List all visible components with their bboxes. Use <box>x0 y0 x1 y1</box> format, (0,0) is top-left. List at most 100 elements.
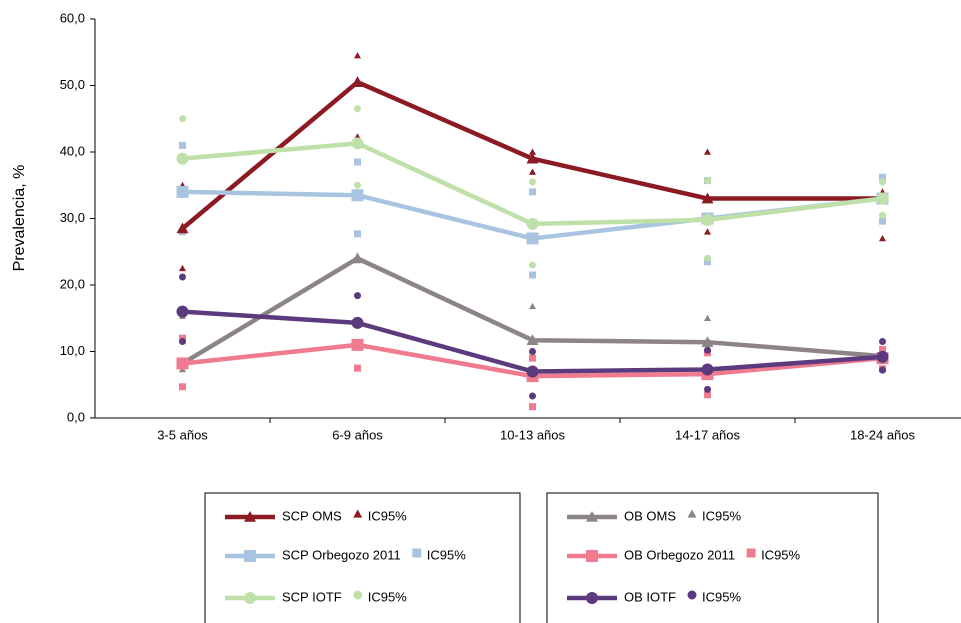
ci-point <box>529 188 536 196</box>
ci-point <box>179 115 186 123</box>
legend-ci-label: IC95% <box>427 547 466 562</box>
y-tick-label: 10,0 <box>60 343 85 358</box>
y-tick-label: 40,0 <box>60 143 85 158</box>
legend-box <box>204 492 521 623</box>
ci-point <box>529 271 536 279</box>
ci-point <box>879 338 886 346</box>
x-tick-label: 18-24 años <box>850 427 916 442</box>
ci-point <box>529 168 536 175</box>
y-tick-label: 60,0 <box>60 10 85 25</box>
ci-point <box>529 302 536 310</box>
point <box>176 185 189 198</box>
point <box>876 192 889 205</box>
point <box>351 76 364 87</box>
ci-point <box>354 52 361 59</box>
point <box>876 350 889 363</box>
legend-marker <box>244 592 256 604</box>
legend-label: SCP Orbegozo 2011 <box>282 547 401 562</box>
y-tick-label: 20,0 <box>60 276 85 291</box>
legend-box <box>546 492 879 623</box>
point <box>176 305 189 318</box>
point <box>526 232 539 245</box>
point <box>176 152 189 165</box>
y-tick-label: 0,0 <box>67 409 85 424</box>
ci-point <box>354 292 361 300</box>
ci-point <box>879 217 886 225</box>
ci-point <box>179 141 186 149</box>
legend-ci-label: IC95% <box>368 508 407 523</box>
legend-label: SCP OMS <box>282 508 342 523</box>
ci-point <box>879 178 886 186</box>
legend-label: OB Orbegozo 2011 <box>624 547 735 562</box>
legend-ci-marker <box>687 509 697 518</box>
point <box>526 217 539 230</box>
ci-point <box>704 148 711 155</box>
y-tick-label: 50,0 <box>60 77 85 92</box>
legend-marker <box>586 511 598 522</box>
ci-point <box>179 273 186 281</box>
ci-point <box>879 234 886 242</box>
ci-point <box>529 354 536 362</box>
y-tick-label: 30,0 <box>60 210 85 225</box>
legend-ci-marker <box>687 590 697 600</box>
point <box>701 192 714 204</box>
ci-point <box>529 178 536 186</box>
legend-marker <box>586 592 598 604</box>
legend-ci-label: IC95% <box>702 589 741 604</box>
x-tick-label: 6-9 años <box>332 427 383 442</box>
ci-point <box>529 261 536 269</box>
x-tick-label: 14-17 años <box>675 427 741 442</box>
ci-point <box>354 158 361 166</box>
legend-label: OB IOTF <box>624 589 676 604</box>
x-tick-label: 10-13 años <box>500 427 566 442</box>
point <box>526 152 539 164</box>
ci-point <box>704 346 711 354</box>
point <box>351 252 364 264</box>
point <box>351 137 364 150</box>
legend-ci-marker <box>353 590 363 600</box>
legend-ci-marker <box>746 548 756 558</box>
y-axis-label: Prevalencia, % <box>11 165 28 272</box>
ci-point <box>704 314 711 322</box>
legend-marker <box>244 511 256 522</box>
ci-point <box>879 346 886 354</box>
ci-point <box>529 392 536 400</box>
ci-point <box>529 403 536 411</box>
legend-ci-label: IC95% <box>368 589 407 604</box>
ci-point <box>179 264 186 272</box>
legend-label: SCP IOTF <box>282 589 342 604</box>
legend-ci-label: IC95% <box>702 508 741 523</box>
ci-point <box>704 254 711 262</box>
point <box>701 336 714 347</box>
ci-point <box>354 364 361 372</box>
ci-point <box>529 348 536 355</box>
ci-point <box>704 177 711 185</box>
ci-point <box>179 383 186 391</box>
point <box>351 316 364 329</box>
ci-point <box>704 391 711 399</box>
point <box>351 338 364 351</box>
x-tick-label: 3-5 años <box>157 427 208 442</box>
ci-point <box>879 211 886 219</box>
legend-marker <box>586 550 598 562</box>
ci-point <box>354 230 361 238</box>
point <box>701 213 714 226</box>
ci-point <box>879 366 886 374</box>
legend-ci-label: IC95% <box>761 547 800 562</box>
ci-point <box>354 105 361 113</box>
point <box>701 363 714 376</box>
ci-point <box>354 181 361 189</box>
legend-label: OB OMS <box>624 508 676 523</box>
legend-ci-marker <box>412 548 422 558</box>
legend-ci-marker <box>353 509 363 518</box>
ci-point <box>704 385 711 393</box>
point <box>351 189 364 202</box>
ci-point <box>179 338 186 346</box>
point <box>526 365 539 378</box>
ci-point <box>879 173 886 181</box>
ci-point <box>529 148 536 155</box>
point <box>176 222 189 234</box>
point <box>526 334 539 345</box>
legend-marker <box>244 550 256 562</box>
point <box>176 357 189 370</box>
